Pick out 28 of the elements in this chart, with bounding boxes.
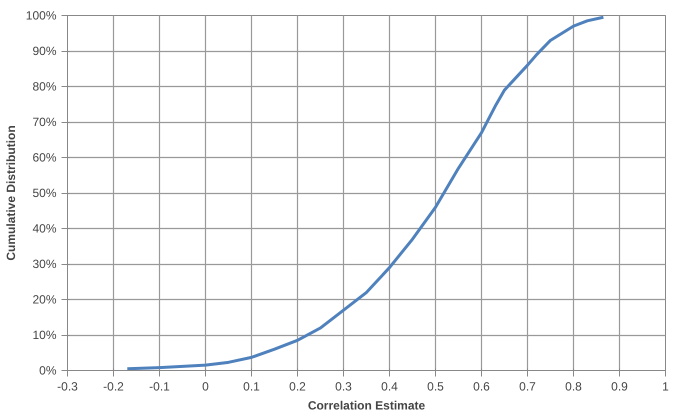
y-tick-label: 90% bbox=[32, 44, 57, 58]
y-tick-label: 10% bbox=[32, 328, 57, 342]
y-tick-label: 100% bbox=[26, 8, 57, 22]
x-tick-label: 0.4 bbox=[381, 380, 398, 394]
x-axis-title: Correlation Estimate bbox=[308, 398, 426, 412]
y-tick-label: 80% bbox=[32, 80, 57, 94]
line-series bbox=[126, 16, 605, 370]
y-axis-title: Cumulative Distribution bbox=[4, 125, 18, 261]
x-tick-label: -0.1 bbox=[149, 380, 170, 394]
y-tick-label: 50% bbox=[32, 186, 57, 200]
x-tick-label: 0.6 bbox=[473, 380, 490, 394]
y-tick-label: 0% bbox=[39, 364, 57, 378]
x-tick-label: 0.2 bbox=[289, 380, 306, 394]
y-tick-label: 40% bbox=[32, 222, 57, 236]
x-tick-label: 1 bbox=[662, 380, 670, 394]
y-tick-label: 30% bbox=[32, 257, 57, 271]
x-tick-label: -0.2 bbox=[103, 380, 124, 394]
x-tick-label: -0.3 bbox=[57, 380, 78, 394]
x-tick-label: 0 bbox=[202, 380, 210, 394]
x-tick-label: 0.9 bbox=[611, 380, 628, 394]
x-tick-label: 0.5 bbox=[427, 380, 444, 394]
y-tick-label: 70% bbox=[32, 115, 57, 129]
x-tick-label: 0.8 bbox=[565, 380, 582, 394]
x-tick-label: 0.3 bbox=[335, 380, 352, 394]
y-tick-label: 20% bbox=[32, 292, 57, 306]
y-tick-label: 60% bbox=[32, 150, 57, 164]
x-tick-label: 0.7 bbox=[519, 380, 536, 394]
x-tick-label: 0.1 bbox=[243, 380, 260, 394]
